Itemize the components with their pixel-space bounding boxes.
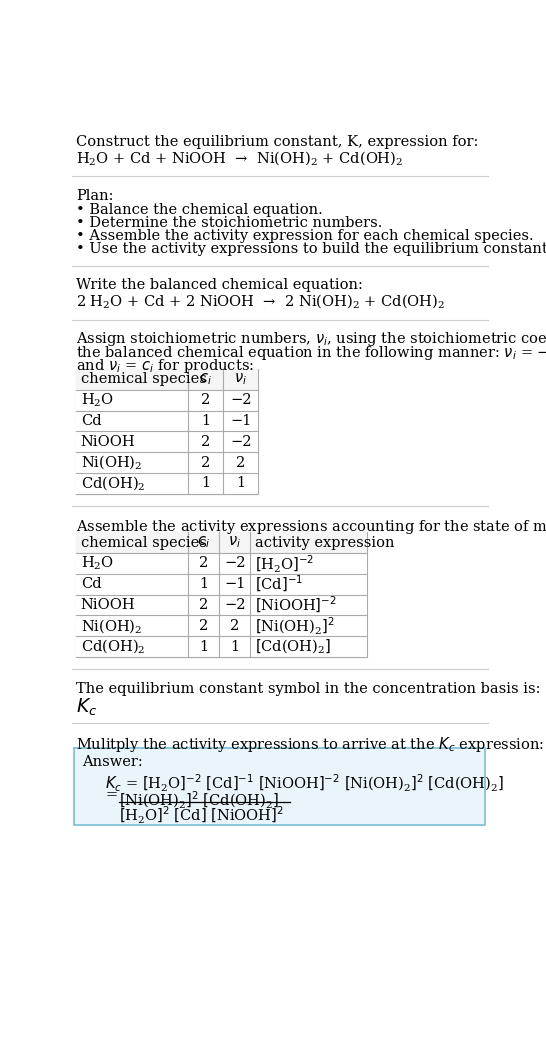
Bar — [76, 532, 366, 656]
Text: Answer:: Answer: — [82, 756, 143, 770]
Text: −2: −2 — [230, 435, 252, 449]
Bar — [76, 389, 258, 410]
Text: $[\mathregular{H_2O}]^{-2}$: $[\mathregular{H_2O}]^{-2}$ — [255, 553, 314, 574]
Text: activity expression: activity expression — [255, 536, 395, 550]
Text: and $\nu_i$ = $c_i$ for products:: and $\nu_i$ = $c_i$ for products: — [76, 357, 254, 375]
Bar — [76, 452, 258, 473]
Text: Assemble the activity expressions accounting for the state of matter and $\nu_i$: Assemble the activity expressions accoun… — [76, 518, 546, 536]
Text: Assign stoichiometric numbers, $\nu_i$, using the stoichiometric coefficients, $: Assign stoichiometric numbers, $\nu_i$, … — [76, 331, 546, 349]
Bar — [76, 532, 366, 553]
Text: Mulitply the activity expressions to arrive at the $\mathit{K}_c$ expression:: Mulitply the activity expressions to arr… — [76, 735, 544, 755]
Text: $\mathregular{Ni(OH)_2}$: $\mathregular{Ni(OH)_2}$ — [81, 617, 142, 634]
Text: $\mathit{K}_c$ = $[\mathregular{H_2O}]^{-2}$ $[\mathregular{Cd}]^{-1}$ $[\mathre: $\mathit{K}_c$ = $[\mathregular{H_2O}]^{… — [105, 773, 505, 794]
Text: 2: 2 — [201, 455, 210, 469]
Text: NiOOH: NiOOH — [81, 435, 135, 449]
Text: −1: −1 — [224, 577, 246, 592]
Text: 2: 2 — [201, 393, 210, 407]
Text: $\mathregular{Ni(OH)_2}$: $\mathregular{Ni(OH)_2}$ — [81, 453, 142, 471]
Bar — [76, 369, 258, 389]
Text: $[\mathregular{Ni(OH)_2}]^{2}$: $[\mathregular{Ni(OH)_2}]^{2}$ — [255, 616, 335, 636]
Text: 1: 1 — [230, 640, 240, 653]
Bar — [76, 616, 366, 637]
Text: −2: −2 — [224, 598, 246, 611]
Text: Write the balanced chemical equation:: Write the balanced chemical equation: — [76, 279, 363, 292]
Bar — [76, 369, 258, 494]
Text: 2: 2 — [199, 598, 209, 611]
Bar — [76, 473, 258, 494]
Text: $[\mathregular{Cd}]^{-1}$: $[\mathregular{Cd}]^{-1}$ — [255, 574, 303, 595]
Bar — [76, 595, 366, 616]
Text: • Use the activity expressions to build the equilibrium constant expression.: • Use the activity expressions to build … — [76, 242, 546, 255]
Text: the balanced chemical equation in the following manner: $\nu_i$ = $-c_i$ for rea: the balanced chemical equation in the fo… — [76, 343, 546, 361]
FancyBboxPatch shape — [74, 748, 485, 825]
Text: 1: 1 — [199, 577, 209, 592]
Text: $\mathregular{H_2O}$ + Cd + NiOOH  →  $\mathregular{Ni(OH)_2}$ + $\mathregular{C: $\mathregular{H_2O}$ + Cd + NiOOH → $\ma… — [76, 149, 403, 166]
Text: $\mathregular{Cd(OH)_2}$: $\mathregular{Cd(OH)_2}$ — [81, 638, 145, 655]
Text: chemical species: chemical species — [81, 373, 206, 386]
Text: $\mathregular{H_2O}$: $\mathregular{H_2O}$ — [81, 392, 114, 408]
Text: $\mathit{K}_c$: $\mathit{K}_c$ — [76, 697, 97, 718]
Text: $\mathregular{H_2O}$: $\mathregular{H_2O}$ — [81, 555, 114, 572]
Text: $c_i$: $c_i$ — [198, 535, 210, 551]
Text: $[\mathregular{Ni(OH)_2}]^2$ $[\mathregular{Cd(OH)_2}]$: $[\mathregular{Ni(OH)_2}]^2$ $[\mathregu… — [120, 789, 279, 810]
Text: 2: 2 — [236, 455, 245, 469]
Text: 2 $\mathregular{H_2O}$ + Cd + 2 NiOOH  →  2 $\mathregular{Ni(OH)_2}$ + $\mathreg: 2 $\mathregular{H_2O}$ + Cd + 2 NiOOH → … — [76, 292, 445, 310]
Text: 2: 2 — [199, 556, 209, 571]
Bar — [76, 637, 366, 656]
Text: 2: 2 — [230, 619, 240, 632]
Text: Cd: Cd — [81, 577, 101, 592]
Bar — [76, 431, 258, 452]
Text: $[\mathregular{Cd(OH)_2}]$: $[\mathregular{Cd(OH)_2}]$ — [255, 638, 331, 655]
Text: $[\mathregular{NiOOH}]^{-2}$: $[\mathregular{NiOOH}]^{-2}$ — [255, 595, 337, 615]
Text: $\nu_i$: $\nu_i$ — [234, 372, 247, 387]
Text: −2: −2 — [224, 556, 246, 571]
Bar — [76, 410, 258, 431]
Text: 2: 2 — [199, 619, 209, 632]
Text: −1: −1 — [230, 414, 251, 428]
Text: The equilibrium constant symbol in the concentration basis is:: The equilibrium constant symbol in the c… — [76, 682, 541, 695]
Bar — [76, 553, 366, 574]
Text: 2: 2 — [201, 435, 210, 449]
Text: =: = — [105, 788, 117, 803]
Text: • Determine the stoichiometric numbers.: • Determine the stoichiometric numbers. — [76, 216, 382, 229]
Bar — [76, 574, 366, 595]
Text: NiOOH: NiOOH — [81, 598, 135, 611]
Text: $[\mathregular{H_2O}]^2$ $[\mathregular{Cd}]$ $[\mathregular{NiOOH}]^2$: $[\mathregular{H_2O}]^2$ $[\mathregular{… — [120, 805, 284, 825]
Text: $\nu_i$: $\nu_i$ — [228, 535, 241, 551]
Text: 1: 1 — [199, 640, 209, 653]
Text: 1: 1 — [236, 476, 245, 490]
Text: Construct the equilibrium constant, K, expression for:: Construct the equilibrium constant, K, e… — [76, 135, 478, 149]
Text: 1: 1 — [201, 476, 210, 490]
Text: • Balance the chemical equation.: • Balance the chemical equation. — [76, 203, 323, 217]
Text: $\mathregular{Cd(OH)_2}$: $\mathregular{Cd(OH)_2}$ — [81, 474, 145, 492]
Text: • Assemble the activity expression for each chemical species.: • Assemble the activity expression for e… — [76, 229, 533, 243]
Text: chemical species: chemical species — [81, 536, 206, 550]
Text: $c_i$: $c_i$ — [199, 372, 212, 387]
Text: Cd: Cd — [81, 414, 101, 428]
Text: −2: −2 — [230, 393, 252, 407]
Text: Plan:: Plan: — [76, 188, 114, 203]
Text: 1: 1 — [201, 414, 210, 428]
